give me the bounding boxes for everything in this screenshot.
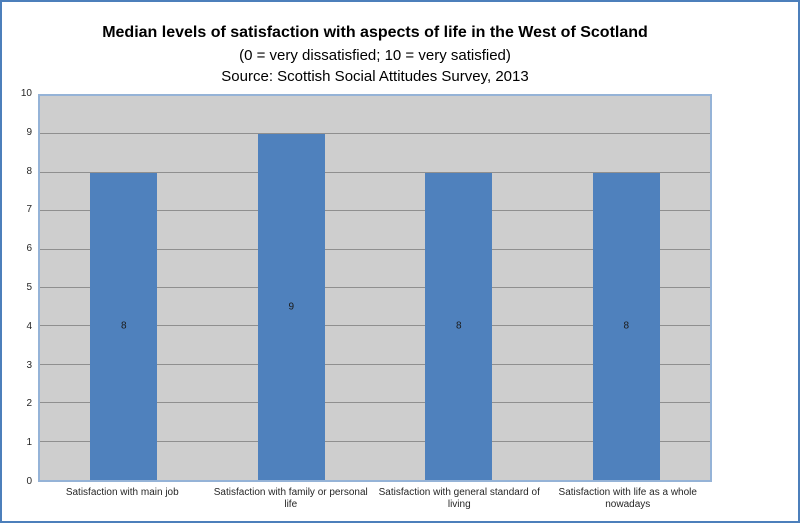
bar: 8 (425, 172, 493, 480)
x-category-label: Satisfaction with life as a whole nowada… (558, 487, 697, 510)
x-category-label: Satisfaction with family or personal lif… (213, 487, 368, 510)
category-cell: 8 (375, 96, 543, 480)
gridline (40, 287, 710, 288)
gridline (40, 440, 710, 442)
chart-header: Median levels of satisfaction with aspec… (2, 22, 748, 87)
bar: 8 (90, 172, 158, 480)
y-tick-label: 4 (26, 320, 32, 332)
bar-value-label: 8 (120, 320, 127, 332)
x-axis: Satisfaction with main job Satisfaction w… (38, 487, 712, 511)
gridline (40, 248, 710, 250)
gridline (40, 325, 710, 327)
gridline (40, 363, 710, 365)
category-cell: 8 (40, 96, 208, 480)
y-tick-label: 6 (26, 243, 32, 255)
y-tick-label: 0 (26, 476, 32, 487)
y-tick-label: 8 (26, 165, 32, 177)
x-category-label: Satisfaction with general standard of li… (378, 487, 540, 510)
chart-source: Source: Scottish Social Attitudes Survey… (221, 68, 529, 85)
bar-value-label: 8 (455, 320, 462, 332)
y-tick-label: 1 (26, 437, 32, 449)
bar-value-label: 8 (623, 320, 630, 332)
category-cell: 8 (543, 96, 711, 480)
y-tick-label: 2 (26, 398, 32, 410)
y-axis: 0 1 2 3 4 5 6 7 8 9 10 (2, 89, 32, 487)
bar-value-label: 9 (288, 301, 295, 313)
bar: 9 (257, 134, 325, 480)
gridline (40, 210, 710, 212)
category-cell: 9 (208, 96, 376, 480)
chart-subtitle: (0 = very dissatisfied; 10 = very satisf… (239, 47, 511, 64)
y-tick-label: 7 (26, 204, 32, 216)
x-category-label: Satisfaction with main job (65, 487, 179, 498)
gridline (40, 133, 710, 135)
y-tick-label: 5 (26, 282, 32, 293)
gridline (40, 171, 710, 173)
bar: 8 (592, 172, 660, 480)
gridline (40, 402, 710, 404)
gridlines (40, 96, 710, 480)
y-tick-label: 3 (26, 359, 32, 371)
plot-area: 8 9 8 8 (38, 94, 712, 482)
chart-title: Median levels of satisfaction with aspec… (102, 24, 648, 41)
y-tick-label: 10 (20, 88, 32, 99)
y-tick-label: 9 (26, 126, 32, 138)
bar-series: 8 9 8 8 (40, 96, 710, 480)
